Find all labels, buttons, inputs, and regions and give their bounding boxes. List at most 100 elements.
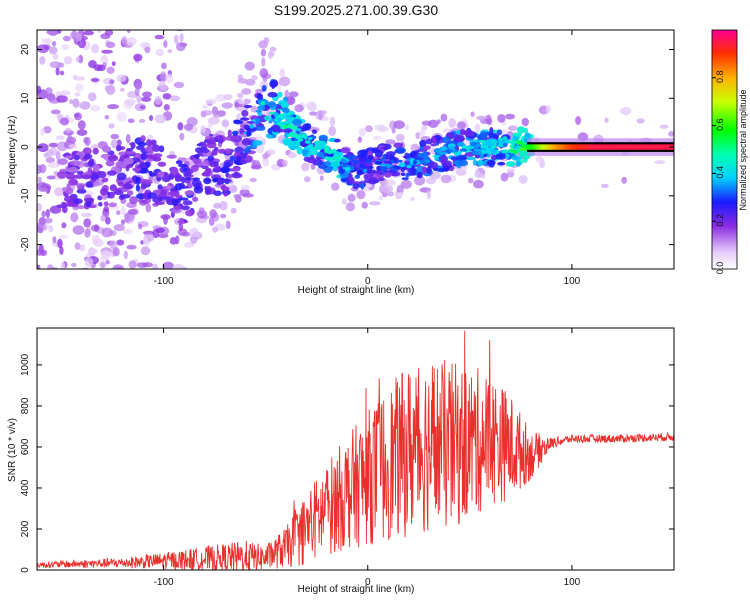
spectrogram-noise-blob: [165, 73, 174, 84]
spectrogram-ridge-blob: [152, 144, 161, 152]
tone-segment: [612, 144, 616, 150]
spectrogram-ridge-blob: [367, 154, 374, 160]
spectrogram-peak-blob: [513, 149, 518, 155]
spectrogram-noise-blob: [148, 115, 154, 121]
tone-segment: [561, 144, 565, 150]
spectrogram-noise-blob: [41, 210, 46, 218]
spectrogram-noise-blob: [381, 184, 393, 194]
spectrogram-ridge-blob: [357, 149, 368, 158]
spectrogram-noise-blob: [39, 56, 46, 65]
spectrogram-noise-blob: [160, 71, 167, 81]
spectrogram-ridge-blob: [231, 172, 243, 179]
spectrogram-ridge-blob: [123, 182, 132, 189]
spectrogram-ridge-blob: [457, 141, 465, 147]
spectrogram-ridge-blob: [207, 155, 215, 161]
spectrogram-ridge-blob: [178, 197, 189, 201]
spectrogram-peak-blob: [278, 113, 283, 118]
spectrogram-ridge-blob: [145, 180, 153, 184]
spectrogram-noise-blob: [45, 87, 53, 96]
spectrogram-noise-blob: [419, 129, 426, 137]
spectrogram-ridge-blob: [76, 170, 84, 175]
spectrogram-noise-blob: [385, 139, 396, 145]
spectrogram-noise-blob: [636, 118, 645, 124]
spectrogram-noise-blob: [144, 46, 151, 54]
spectrogram-ridge-blob: [223, 192, 228, 197]
spectrogram-ridge-blob: [495, 153, 506, 160]
spectrogram-peak-blob: [406, 164, 412, 169]
spectrogram-noise-blob: [470, 111, 475, 117]
spectrogram-ridge-blob: [115, 144, 122, 152]
spectrogram-peak-blob: [277, 117, 282, 122]
spectrogram-ridge-blob: [115, 160, 124, 169]
spectrogram-ridge-blob: [75, 151, 86, 156]
spectrogram-ridge-blob: [458, 159, 468, 167]
spectrogram-peak-blob: [383, 160, 388, 164]
spectrogram-ridge-blob: [324, 160, 331, 167]
spectrogram-noise-blob: [105, 216, 111, 225]
spectrogram-peak-blob: [518, 142, 525, 145]
spectrogram-noise-blob: [428, 119, 439, 128]
spectrogram-ridge-blob: [239, 160, 248, 165]
spectrogram-ridge-blob: [192, 157, 202, 164]
spectrogram-ridge-blob: [184, 177, 192, 181]
spectrogram-noise-blob: [654, 160, 666, 165]
spectrogram-ridge-blob: [132, 167, 142, 172]
spectrogram-ridge-blob: [401, 177, 409, 181]
spectrogram-noise-blob: [79, 244, 86, 252]
spectrogram-peak-blob: [398, 162, 406, 168]
spectrogram-noise-blob: [76, 33, 83, 42]
spectrogram-ridge-blob: [178, 217, 185, 225]
spectrogram-ridge-blob: [221, 186, 230, 192]
spectrogram-noise-blob: [190, 234, 198, 244]
spectrogram-noise-blob: [37, 203, 42, 212]
spectrogram-peak-blob: [257, 106, 264, 111]
spectrogram-ridge-blob: [334, 138, 341, 143]
spectrogram-ridge-blob: [292, 118, 302, 127]
spectrogram-noise-blob: [181, 231, 191, 237]
spectrogram-xlabel: Height of straight line (km): [298, 285, 415, 296]
spectrogram-noise-blob: [42, 22, 49, 29]
spectrogram-ridge-blob: [421, 166, 427, 174]
spectrogram-noise-blob: [506, 168, 516, 173]
colorbar: [711, 29, 738, 270]
spectrogram-peak-blob: [281, 121, 287, 126]
tone-segment: [620, 144, 624, 150]
spectrogram-ridge-blob: [497, 161, 506, 166]
tone-segment: [632, 144, 636, 150]
spectrogram-peak-blob: [323, 145, 330, 151]
spectrogram-ridge-blob: [202, 160, 210, 168]
spectrogram-ridge-blob: [155, 201, 165, 205]
spectrogram-noise-blob: [184, 241, 195, 248]
spectrogram-noise-blob: [500, 172, 509, 182]
spectrogram-noise-blob: [163, 104, 170, 111]
spectrogram-noise-blob: [260, 48, 267, 57]
spectrogram-ridge-blob: [329, 137, 336, 142]
spectrogram-noise-blob: [415, 132, 421, 140]
spectrogram-peak-blob: [423, 155, 430, 160]
spectrogram-noise-blob: [284, 89, 289, 99]
spectrogram-noise-blob: [127, 118, 135, 124]
spectrogram-noise-blob: [414, 175, 426, 186]
tone-segment: [546, 144, 550, 150]
spectrogram-noise-blob: [143, 230, 155, 236]
spectrogram-ridge-blob: [73, 174, 85, 179]
spectrogram-ridge-blob: [472, 159, 477, 166]
spectrogram-ridge-blob: [92, 164, 100, 173]
spectrogram-noise-blob: [497, 114, 506, 123]
spectrogram-noise-blob: [33, 20, 45, 28]
spectrogram-ridge-blob: [340, 147, 351, 154]
spectrogram-ridge-blob: [119, 194, 131, 199]
spectrogram-ridge-blob: [190, 164, 199, 172]
tone-segment: [536, 144, 540, 150]
spectrogram-noise-blob: [59, 246, 64, 255]
spectrogram-noise-blob: [142, 91, 152, 98]
tone-segment: [541, 144, 545, 150]
spectrogram-noise-blob: [116, 139, 122, 147]
spectrogram-noise-blob: [116, 111, 127, 122]
spectrogram-ridge-blob: [227, 129, 232, 138]
spectrogram-ridge-blob: [224, 161, 231, 168]
spectrogram-noise-blob: [356, 190, 366, 200]
spectrogram-ridge-blob: [233, 120, 244, 125]
spectrogram-noise-blob: [252, 159, 260, 167]
